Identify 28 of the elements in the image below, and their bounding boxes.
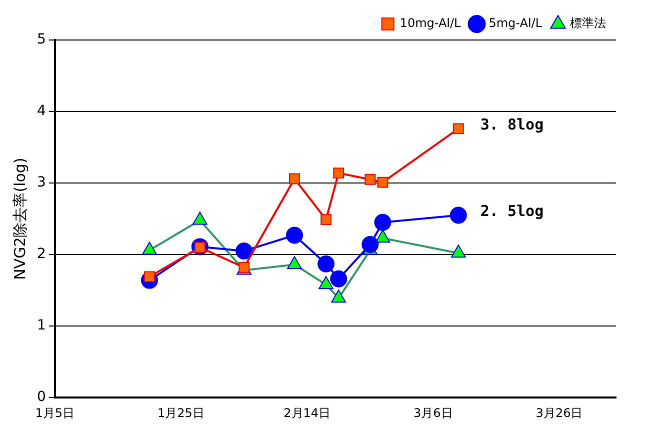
y-tick-label: 0 <box>36 389 46 406</box>
y-tick-label: 1 <box>36 318 46 334</box>
legend-label: 10mg-Al/L <box>400 16 462 30</box>
x-tick-label: 3月6日 <box>414 406 453 420</box>
annotation: 2. 5log <box>480 202 544 220</box>
y-axis-title: NVG2除去率(log) <box>10 158 29 280</box>
x-tick-label: 2月14日 <box>284 406 331 420</box>
y-tick-label: 4 <box>36 103 46 120</box>
point <box>320 214 332 225</box>
point <box>236 242 253 260</box>
y-tick-label: 5 <box>36 32 46 48</box>
legend-label: 5mg-Al/L <box>488 16 542 30</box>
x-tick-label: 1月5日 <box>35 406 75 420</box>
point <box>374 214 392 231</box>
legend-label: 標準法 <box>570 16 606 30</box>
point <box>333 168 344 178</box>
point <box>286 226 303 244</box>
point <box>364 174 376 185</box>
point <box>377 176 388 188</box>
point <box>362 236 379 254</box>
annotation: 3. 8log <box>480 116 544 134</box>
x-tick-label: 3月26日 <box>536 406 583 420</box>
point <box>289 173 300 184</box>
point <box>317 255 334 272</box>
y-tick-label: 2 <box>36 246 46 262</box>
x-tick-label: 1月25日 <box>158 406 204 420</box>
point <box>330 270 348 288</box>
y-tick-label: 3 <box>36 174 46 191</box>
